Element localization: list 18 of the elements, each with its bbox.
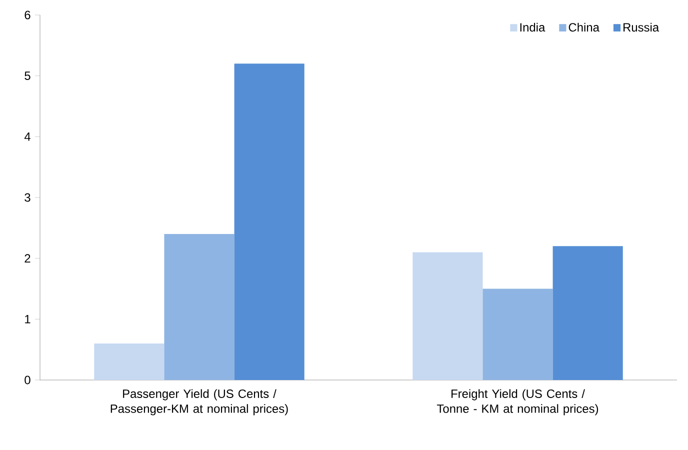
legend-label: China: [568, 22, 600, 32]
y-tick-label: 4: [24, 132, 30, 141]
y-tick-label: 2: [24, 254, 30, 263]
bar: [94, 344, 164, 380]
y-tick-label: 6: [24, 10, 30, 20]
x-tick-label: Passenger Yield (US Cents / Passenger-KM at nominal prices): [110, 389, 288, 416]
legend-label: Russia: [624, 22, 660, 32]
bar: [552, 246, 623, 380]
bar: [412, 252, 483, 380]
legend-label: India: [520, 22, 546, 32]
y-tick-label: 1: [25, 315, 30, 324]
y-tick-label: 5: [24, 72, 30, 80]
x-tick-label: Freight Yield (US Cents / Tonne - KM at nominal prices): [436, 389, 598, 416]
y-tick-label: 3: [24, 193, 30, 202]
bar: [164, 234, 234, 380]
y-tick-label: 0: [24, 376, 30, 384]
bar: [234, 64, 304, 380]
bar: [482, 288, 553, 380]
